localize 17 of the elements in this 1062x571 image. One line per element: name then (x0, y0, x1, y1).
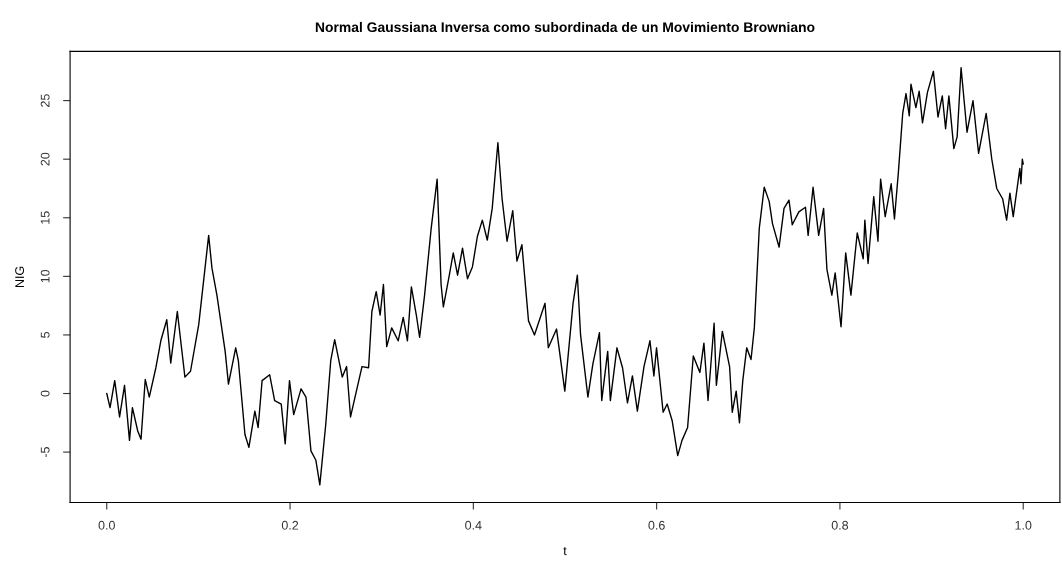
y-tick-label: 20 (40, 152, 50, 166)
x-axis-title: t (563, 547, 567, 556)
y-tick-label: 25 (40, 94, 50, 107)
line-series (106, 67, 1024, 486)
x-tick-label: 0.4 (465, 520, 482, 530)
x-tick-label: 0.2 (281, 520, 299, 530)
x-tick-label: 0.8 (831, 520, 849, 530)
x-tick-label: 1.0 (1015, 520, 1032, 530)
y-tick-label: 5 (40, 331, 50, 338)
y-tick-label: 15 (40, 211, 50, 224)
x-tick-label: 0.6 (648, 520, 665, 530)
y-tick-label: 10 (40, 269, 50, 283)
y-axis-title: NIG (15, 266, 25, 288)
y-tick-label: -5 (40, 447, 50, 458)
x-tick-label: 0.0 (98, 520, 115, 530)
y-tick-label: 0 (40, 390, 50, 397)
chart-title: Normal Gaussiana Inversa como subordinada de un Movimiento Browniano (315, 21, 815, 33)
